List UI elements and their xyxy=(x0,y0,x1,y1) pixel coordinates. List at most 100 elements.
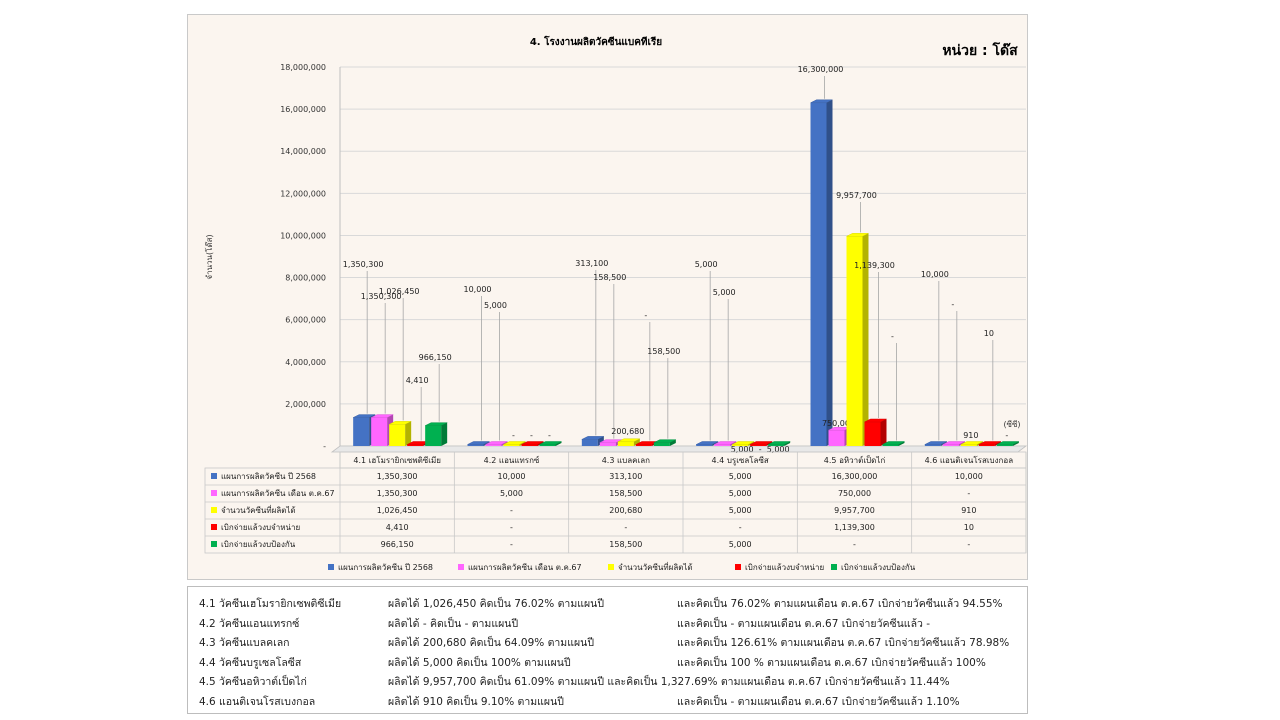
note-month-text: และคิดเป็น - ตามแผนเดือน ต.ค.67 เบิกจ่าย… xyxy=(677,617,931,630)
category-label: 4.5 อหิวาต์เป็ดไก่ xyxy=(824,455,886,465)
y-tick-label: 2,000,000 xyxy=(285,400,326,409)
legend-key xyxy=(735,564,741,570)
bar-side xyxy=(1012,441,1019,446)
bar-side xyxy=(880,419,887,446)
data-label: 5,000 xyxy=(767,445,790,454)
bar xyxy=(810,102,827,447)
table-series-name: แผนการผลิตวัคซีน เดือน ต.ค.67 xyxy=(221,489,335,498)
data-label: 5,000 xyxy=(484,301,507,310)
bar xyxy=(882,444,899,446)
table-cell: 9,957,700 xyxy=(834,506,875,515)
table-cell: 1,350,300 xyxy=(377,472,418,481)
category-label: 4.3 แบลคเลก xyxy=(602,456,650,465)
note-month-text: และคิดเป็น 126.61% ตามแผนเดือน ต.ค.67 เบ… xyxy=(677,637,1010,649)
unit-label: หน่วย : โด๊ส xyxy=(942,41,1018,59)
data-label: 158,500 xyxy=(647,347,680,356)
bar-side xyxy=(633,438,640,446)
y-axis-label: จำนวน(โด๊ส) xyxy=(204,234,214,279)
bar xyxy=(371,417,388,446)
y-tick-label: 14,000,000 xyxy=(280,147,326,156)
chart-title: 4. โรงงานผลิตวัคซีนแบคทีเรีย xyxy=(530,35,662,48)
data-label: 1,350,300 xyxy=(343,260,384,269)
bar xyxy=(978,444,995,446)
bar xyxy=(617,441,634,446)
legend-key xyxy=(458,564,464,570)
bar xyxy=(714,444,731,446)
chart-panel: 4. โรงงานผลิตวัคซีนแบคทีเรีย หน่วย : โด๊ส… xyxy=(187,14,1028,580)
bar-side xyxy=(862,233,869,446)
table-cell: 750,000 xyxy=(838,489,871,498)
data-label: - xyxy=(1005,431,1008,440)
bar-top xyxy=(653,439,676,443)
table-legend-key xyxy=(211,490,217,496)
bar xyxy=(599,442,616,446)
legend-label: จำนวนวัคซีนที่ผลิตได้ xyxy=(618,561,693,572)
bar xyxy=(539,444,556,446)
note-row: 4.4 วัคซีนบรูเซลโลซีส ผลิตได้ 5,000 คิดเป… xyxy=(188,654,1027,672)
table-cell: 5,000 xyxy=(729,540,752,549)
data-label: 1,139,300 xyxy=(854,261,895,270)
data-label: - xyxy=(644,311,647,320)
table-cell: 10,000 xyxy=(955,472,983,481)
note-month-text: และคิดเป็น 100 % ตามแผนเดือน ต.ค.67 เบิก… xyxy=(677,656,986,669)
data-label: 313,100 xyxy=(575,259,608,268)
note-vaccine-name: 4.3 วัคซีนแบลคเลก xyxy=(199,637,290,649)
data-label: 1,350,300 xyxy=(361,292,402,301)
bar xyxy=(425,425,442,446)
y-tick-label: 12,000,000 xyxy=(280,189,326,198)
note-vaccine-name: 4.5 วัคซีนอหิวาต์เป็ดไก่ xyxy=(199,676,307,688)
bar-side xyxy=(826,99,833,447)
legend-key xyxy=(831,564,837,570)
data-label: 16,300,000 xyxy=(798,65,844,74)
bar-side xyxy=(555,441,562,446)
note-vaccine-name: 4.4 วัคซีนบรูเซลโลซีส xyxy=(199,656,302,669)
bar xyxy=(864,422,881,446)
bar-side xyxy=(784,441,791,446)
table-legend-key xyxy=(211,473,217,479)
table-cell: - xyxy=(510,540,513,549)
legend-label: แผนการผลิตวัคซีน ปี 2568 xyxy=(338,563,433,572)
y-tick-label: 18,000,000 xyxy=(280,63,326,72)
bar-top xyxy=(389,421,412,425)
bar xyxy=(503,444,520,446)
data-label: 200,680 xyxy=(611,427,644,436)
note-plan-text: ผลิตได้ 910 คิดเป็น 9.10% ตามแผนปี xyxy=(388,695,564,708)
bar xyxy=(942,444,959,446)
table-cell: - xyxy=(853,540,856,549)
table-legend-key xyxy=(211,541,217,547)
bar-top xyxy=(371,414,394,418)
table-cell: 910 xyxy=(961,506,976,515)
bar xyxy=(924,444,941,446)
note-vaccine-name: 4.6 แอนติเจนโรสเบงกอล xyxy=(199,695,316,708)
data-label: 10 xyxy=(984,329,994,338)
bar xyxy=(467,444,484,446)
data-label: - xyxy=(759,445,762,454)
bar xyxy=(407,444,424,446)
bar-side xyxy=(405,421,412,446)
bar xyxy=(732,444,749,446)
table-cell: - xyxy=(739,523,742,532)
note-row: 4.5 วัคซีนอหิวาต์เป็ดไก่ ผลิตได้ 9,957,70… xyxy=(188,673,1027,691)
y-tick-label: 6,000,000 xyxy=(285,316,326,325)
bar xyxy=(389,424,406,446)
data-label: 5,000 xyxy=(731,445,754,454)
y-tick-label: - xyxy=(323,442,326,451)
note-row: 4.6 แอนติเจนโรสเบงกอล ผลิตได้ 910 คิดเป็น… xyxy=(188,693,1027,711)
data-label: 4,410 xyxy=(406,376,429,385)
bar xyxy=(846,236,863,446)
bar xyxy=(521,444,538,446)
data-label: 10,000 xyxy=(921,270,949,279)
bar-side xyxy=(669,439,676,446)
data-label: - xyxy=(951,300,954,309)
legend-label: เบิกจ่ายแล้วงบป้องกัน xyxy=(841,563,916,572)
table-cell: - xyxy=(510,523,513,532)
bar-chart: 4. โรงงานผลิตวัคซีนแบคทีเรีย หน่วย : โด๊ส… xyxy=(204,35,1028,572)
category-label: 4.1 เฮโมรายิกเซพติซีเมีย xyxy=(353,455,441,465)
note-row: 4.1 วัคซีนเฮโมรายิกเซพติซีเมีย ผลิตได้ 1,… xyxy=(188,595,1027,613)
table-cell: 5,000 xyxy=(729,506,752,515)
note-vaccine-name: 4.2 วัคซีนแอนแทรกซ์ xyxy=(199,617,300,630)
bar xyxy=(581,439,598,446)
bar xyxy=(960,444,977,446)
category-label: 4.6 แอนติเจนโรสเบงกอล xyxy=(925,455,1014,465)
table-cell: 5,000 xyxy=(729,472,752,481)
